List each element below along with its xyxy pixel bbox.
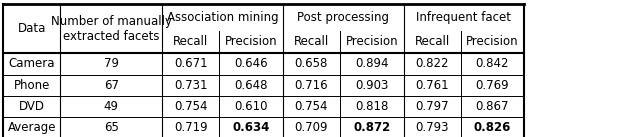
Text: 0.826: 0.826 (474, 121, 511, 134)
Text: 0.671: 0.671 (174, 57, 207, 70)
Text: 0.894: 0.894 (355, 57, 388, 70)
Text: 0.719: 0.719 (174, 121, 207, 134)
Text: 0.754: 0.754 (294, 100, 328, 113)
Text: 0.658: 0.658 (295, 57, 328, 70)
Text: 0.842: 0.842 (476, 57, 509, 70)
Text: 0.872: 0.872 (353, 121, 390, 134)
Text: Data: Data (18, 22, 46, 35)
Text: Precision: Precision (346, 35, 398, 48)
Text: Post processing: Post processing (297, 11, 389, 24)
Text: 0.822: 0.822 (415, 57, 449, 70)
Text: Number of manually
extracted facets: Number of manually extracted facets (51, 15, 172, 43)
Text: 0.648: 0.648 (234, 79, 268, 92)
Text: 0.797: 0.797 (415, 100, 449, 113)
Text: 0.646: 0.646 (234, 57, 268, 70)
Text: 0.754: 0.754 (174, 100, 207, 113)
Text: 67: 67 (104, 79, 119, 92)
Text: DVD: DVD (19, 100, 45, 113)
Text: Infrequent facet: Infrequent facet (417, 11, 511, 24)
Text: 0.793: 0.793 (415, 121, 449, 134)
Text: 0.731: 0.731 (174, 79, 207, 92)
Text: 0.769: 0.769 (476, 79, 509, 92)
Text: Precision: Precision (466, 35, 519, 48)
Text: 0.867: 0.867 (476, 100, 509, 113)
Text: Association mining: Association mining (166, 11, 278, 24)
Text: Recall: Recall (415, 35, 450, 48)
Text: 0.761: 0.761 (415, 79, 449, 92)
Text: 0.716: 0.716 (294, 79, 328, 92)
Text: Recall: Recall (294, 35, 329, 48)
Text: 0.818: 0.818 (355, 100, 388, 113)
Text: 0.903: 0.903 (355, 79, 388, 92)
Text: 79: 79 (104, 57, 119, 70)
Text: Phone: Phone (13, 79, 50, 92)
Text: Average: Average (8, 121, 56, 134)
Text: 65: 65 (104, 121, 119, 134)
Text: 49: 49 (104, 100, 119, 113)
Text: Camera: Camera (9, 57, 55, 70)
Text: 0.610: 0.610 (234, 100, 268, 113)
Text: 0.634: 0.634 (232, 121, 270, 134)
Text: Precision: Precision (225, 35, 277, 48)
Text: 0.709: 0.709 (294, 121, 328, 134)
Text: Recall: Recall (173, 35, 209, 48)
